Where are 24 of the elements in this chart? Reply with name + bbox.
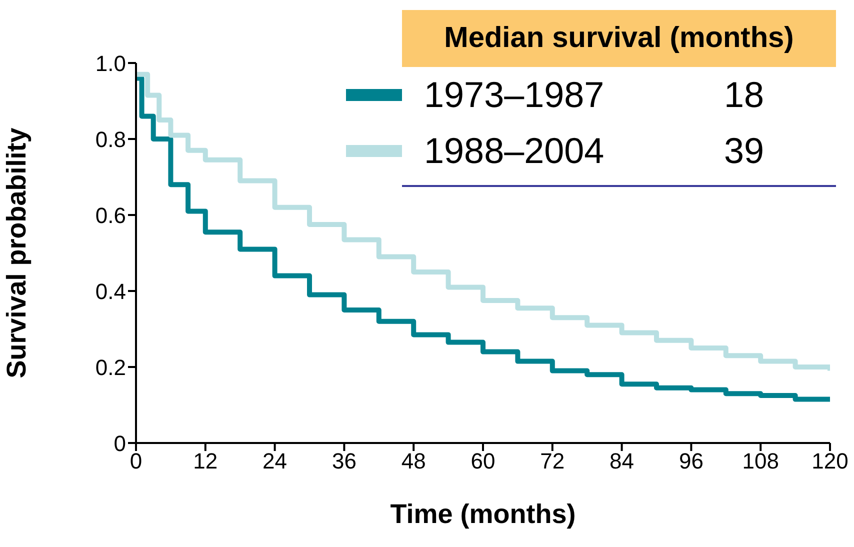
x-tick-label: 36 [332, 448, 356, 474]
legend-label: 1973–1987 [424, 74, 606, 116]
x-tick-label: 108 [742, 448, 779, 474]
x-tick-label: 120 [812, 448, 848, 474]
x-axis-title: Time (months) [390, 499, 576, 529]
y-tick-label: 0.8 [95, 126, 126, 152]
y-tick-label: 0.4 [95, 278, 126, 304]
x-tick-label: 0 [130, 448, 142, 474]
y-tick-label: 0 [114, 430, 126, 456]
x-tick-label: 96 [678, 448, 704, 474]
legend-label: 1988–2004 [424, 130, 606, 172]
x-tick-label: 72 [540, 448, 565, 474]
annotation: 39 [724, 130, 764, 172]
x-tick-label: 60 [470, 448, 496, 474]
y-tick-label: 0.6 [95, 202, 126, 228]
x-tick-label: 12 [193, 448, 218, 474]
x-tick-label: 24 [262, 448, 288, 474]
y-axis-title: Survival probability [2, 128, 32, 378]
annotation: 18 [724, 74, 764, 116]
legend-title: Median survival (months) [402, 10, 836, 67]
y-tick-label: 1.0 [95, 50, 126, 76]
y-tick-label: 0.2 [95, 354, 126, 380]
x-tick-label: 84 [610, 448, 634, 474]
x-tick-label: 48 [401, 448, 426, 474]
